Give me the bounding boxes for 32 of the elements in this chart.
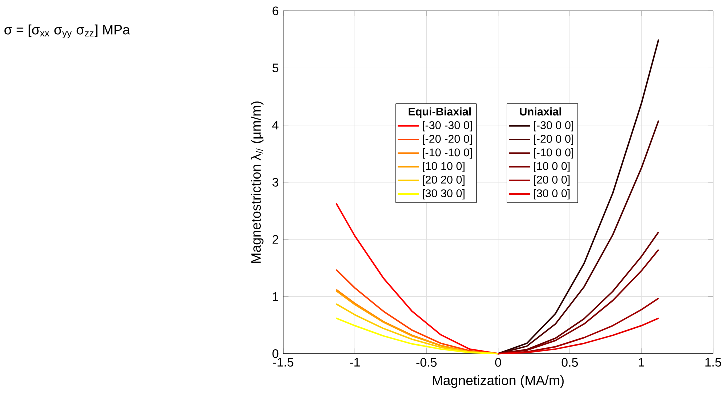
legend-label: [30 30 0]	[423, 189, 465, 200]
legend-label: [30 0 0]	[534, 189, 570, 200]
legend-label: [-20 -20 0]	[423, 134, 472, 146]
y-tick-label: 0	[272, 349, 279, 358]
legend-label: [20 20 0]	[423, 176, 465, 186]
legend-label: [10 0 0]	[534, 162, 570, 172]
legend-label: [10 10 0]	[423, 162, 465, 172]
x-tick-label: 0	[495, 358, 502, 367]
text: σ = [σ$_{xx}$ σ$_{yy}$ σ$_{zz}$] MPa	[4, 24, 130, 39]
x-tick-label: 1	[639, 358, 644, 367]
x-tick-label: 0.5	[562, 358, 578, 367]
y-tick-label: 3	[272, 178, 279, 187]
x-tick-label: -0.5	[416, 358, 437, 367]
y-tick-label: 1	[273, 292, 278, 301]
legend-title: Uniaxial	[520, 108, 562, 116]
y-tick-label: 5	[272, 64, 279, 73]
x-tick-label: -1	[350, 358, 360, 367]
legend-label: [-30 0 0]	[534, 121, 574, 132]
legend-label: [-10 0 0]	[534, 148, 574, 159]
line-series	[336, 318, 500, 355]
legend-label: [-10 -10 0]	[423, 148, 472, 159]
y-tick-label: 2	[272, 235, 278, 244]
legend-label: [-20 0 0]	[534, 134, 574, 146]
legend-title: Equi-Biaxial	[408, 108, 472, 118]
legend-label: [-30 -30 0]	[423, 121, 472, 132]
y-axis-title: Magnetostriction λ$_{//}$ (μm/m)	[251, 102, 264, 263]
y-tick-label: 4	[272, 121, 279, 130]
x-tick-label: -1.5	[273, 358, 294, 367]
y-tick-label: 6	[272, 6, 279, 16]
x-axis-title: Magnetization (MA/m)	[433, 375, 564, 388]
x-tick-label: 1.5	[706, 358, 722, 367]
legend-label: [20 0 0]	[534, 176, 570, 186]
